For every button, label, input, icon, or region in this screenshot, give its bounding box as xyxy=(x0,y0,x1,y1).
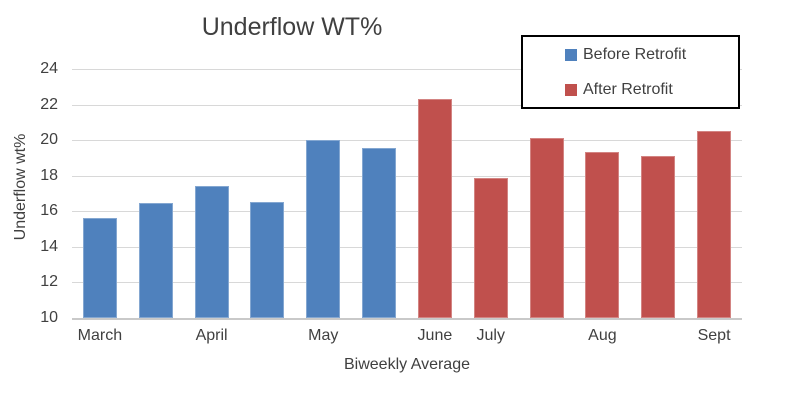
bar-11-after-retrofit[interactable] xyxy=(641,156,676,318)
bar-8-july-after-retrofit[interactable] xyxy=(473,178,508,318)
y-tick-label-24: 24 xyxy=(40,60,58,77)
gridline-y-16 xyxy=(72,211,742,213)
bar-2-before-retrofit[interactable] xyxy=(138,203,173,318)
y-tick-label-16: 16 xyxy=(40,202,58,220)
gridline-y-20 xyxy=(72,140,742,142)
plot-area xyxy=(72,69,742,320)
bar-5-may-before-retrofit[interactable] xyxy=(306,140,341,318)
x-tick-label-june: June xyxy=(417,327,453,344)
gridline-y-24 xyxy=(72,69,742,70)
chart-title: Underflow WT% xyxy=(201,13,383,41)
bar-12-sept-after-retrofit[interactable] xyxy=(697,131,732,318)
legend-swatch-before-retrofit xyxy=(565,49,577,61)
legend-swatch-after-retrofit xyxy=(565,84,577,96)
legend-label-after-retrofit: After Retrofit xyxy=(583,81,673,98)
gridline-y-22 xyxy=(72,104,742,106)
x-tick-label-march: March xyxy=(77,327,123,344)
gridline-y-14 xyxy=(72,246,742,248)
y-tick-label-20: 20 xyxy=(40,131,58,149)
legend-item-before-retrofit[interactable]: Before Retrofit xyxy=(565,44,738,65)
bar-1-march-before-retrofit[interactable] xyxy=(82,217,117,318)
y-tick-label-14: 14 xyxy=(40,237,58,255)
gridline-y-18 xyxy=(72,175,742,177)
x-tick-label-sept: Sept xyxy=(697,327,731,344)
bar-10-aug-after-retrofit[interactable] xyxy=(585,151,620,318)
legend-label-before-retrofit: Before Retrofit xyxy=(583,46,687,63)
y-tick-label-12: 12 xyxy=(40,273,58,291)
y-tick-label-10: 10 xyxy=(40,309,58,326)
legend-item-after-retrofit[interactable]: After Retrofit xyxy=(565,79,738,100)
gridline-y-12 xyxy=(72,282,742,284)
y-tick-label-18: 18 xyxy=(40,166,58,184)
x-tick-label-aug: Aug xyxy=(588,327,617,344)
x-axis-title: Biweekly Average xyxy=(344,356,470,373)
x-tick-label-may: May xyxy=(308,327,339,344)
bar-4-before-retrofit[interactable] xyxy=(250,202,285,318)
bar-3-april-before-retrofit[interactable] xyxy=(194,186,229,318)
legend[interactable]: Before Retrofit After Retrofit xyxy=(521,35,740,109)
bar-9-after-retrofit[interactable] xyxy=(529,138,564,318)
y-tick-label-22: 22 xyxy=(40,95,58,113)
x-tick-label-july: July xyxy=(476,327,505,344)
x-tick-label-april: April xyxy=(195,327,228,344)
bar-6-before-retrofit[interactable] xyxy=(362,148,397,318)
bar-7-june-after-retrofit[interactable] xyxy=(417,99,452,318)
